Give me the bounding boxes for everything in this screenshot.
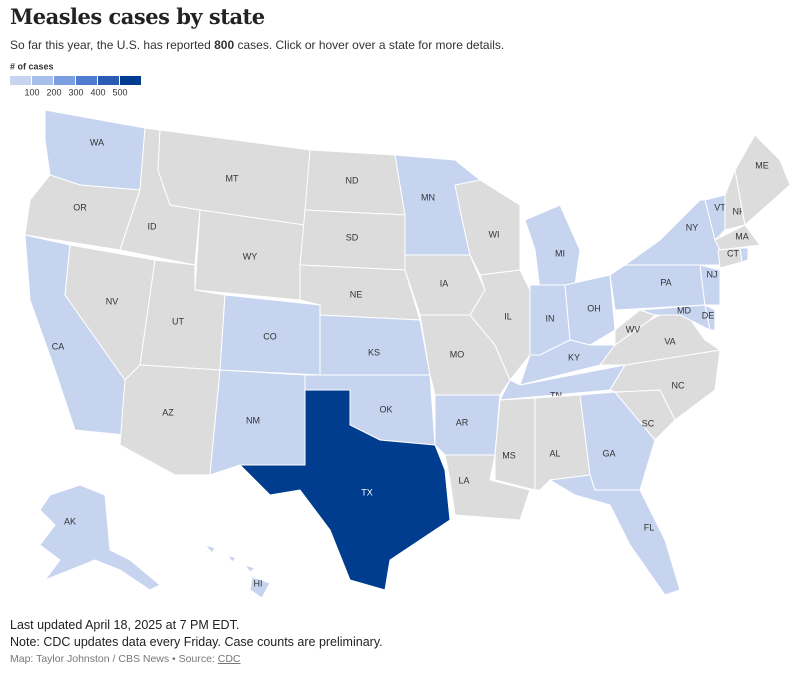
legend-swatch [120, 76, 141, 85]
state [564, 274, 616, 346]
legend-title: # of cases [10, 61, 54, 71]
state-label: UT [172, 316, 184, 326]
state-label: WV [626, 324, 641, 334]
state-label: VA [664, 336, 675, 346]
state [319, 314, 431, 376]
state-label: NM [246, 415, 260, 425]
state-label: IA [440, 278, 449, 288]
state [734, 134, 791, 226]
state-label: GA [602, 448, 615, 458]
state [639, 304, 711, 331]
state-label: CO [263, 331, 277, 341]
state-label: AR [456, 417, 469, 427]
state-label: HI [254, 578, 263, 588]
state-label: MO [450, 349, 465, 359]
state-label: WI [489, 229, 500, 239]
state-label: OR [73, 202, 87, 212]
state-label: MN [421, 192, 435, 202]
state-label: VT [714, 202, 726, 212]
state [203, 544, 216, 554]
state-label: ND [346, 175, 359, 185]
state-label: DE [702, 310, 715, 320]
state-label: KS [368, 347, 380, 357]
legend-label: 200 [46, 87, 61, 97]
legend-label: 500 [112, 87, 127, 97]
state [243, 564, 257, 573]
state-label: MA [735, 231, 749, 241]
credit: Map: Taylor Johnston / CBS News • Source… [10, 651, 383, 668]
state [39, 484, 161, 591]
state-label: CT [727, 248, 739, 258]
state-label: AL [549, 448, 560, 458]
note: Note: CDC updates data every Friday. Cas… [10, 635, 383, 649]
state-label: MT [226, 173, 239, 183]
state-label: AZ [162, 407, 174, 417]
state-label: FL [644, 522, 655, 532]
subtitle-text: So far this year, the U.S. has reported [10, 38, 215, 52]
state-label: NY [686, 222, 699, 232]
legend-swatch [54, 76, 75, 85]
legend-swatch [10, 76, 31, 85]
state [494, 397, 536, 491]
state [609, 264, 706, 311]
state-label: AK [64, 516, 76, 526]
state-label: WA [90, 137, 104, 147]
state-label: SC [642, 418, 655, 428]
state-label: NE [350, 289, 363, 299]
state [704, 304, 716, 331]
state-label: WY [243, 251, 258, 261]
legend-label: 400 [90, 87, 105, 97]
state-label: IL [504, 311, 512, 321]
state-label: IN [546, 313, 555, 323]
subtitle: So far this year, the U.S. has reported … [10, 38, 504, 52]
state-label: OH [587, 303, 601, 313]
subtitle-text: cases. Click or hover over a state for m… [234, 38, 505, 52]
state [238, 389, 451, 591]
state-label: NH [733, 206, 746, 216]
footer: Last updated April 18, 2025 at 7 PM EDT.… [10, 617, 383, 668]
updated: Last updated April 18, 2025 at 7 PM EDT. [10, 618, 240, 632]
state [714, 224, 761, 251]
state-label: MI [555, 248, 565, 258]
state-label: LA [458, 475, 469, 485]
state-label: OK [379, 404, 392, 414]
state [699, 264, 721, 306]
state [614, 309, 656, 346]
state [249, 576, 271, 599]
legend-label: 100 [24, 87, 39, 97]
state-label: PA [660, 277, 671, 287]
state-label: NJ [707, 269, 718, 279]
legend-swatch [32, 76, 53, 85]
state [519, 339, 616, 386]
legend-swatch [98, 76, 119, 85]
state [226, 554, 237, 563]
state [499, 364, 627, 401]
state-label: ME [755, 160, 769, 170]
credit-text: Map: Taylor Johnston / CBS News • Source… [10, 653, 218, 665]
source-link[interactable]: CDC [217, 653, 241, 665]
state-label: ID [148, 221, 158, 231]
state-label: NC [672, 380, 685, 390]
legend-swatch [76, 76, 97, 85]
state-label: KY [568, 352, 580, 362]
state [119, 364, 221, 476]
state-label: NV [106, 296, 119, 306]
state [444, 454, 531, 521]
state-label: MS [502, 450, 516, 460]
subtitle-count: 800 [214, 38, 235, 52]
legend-label: 300 [68, 87, 83, 97]
state-label: CA [52, 341, 65, 351]
state-label: SD [346, 232, 359, 242]
state [524, 204, 581, 291]
state-label: TN [550, 390, 562, 400]
state-label: MD [677, 305, 691, 315]
title: Measles cases by state [10, 4, 265, 29]
state [548, 474, 681, 596]
state [739, 247, 749, 263]
state-label: TX [361, 487, 373, 497]
